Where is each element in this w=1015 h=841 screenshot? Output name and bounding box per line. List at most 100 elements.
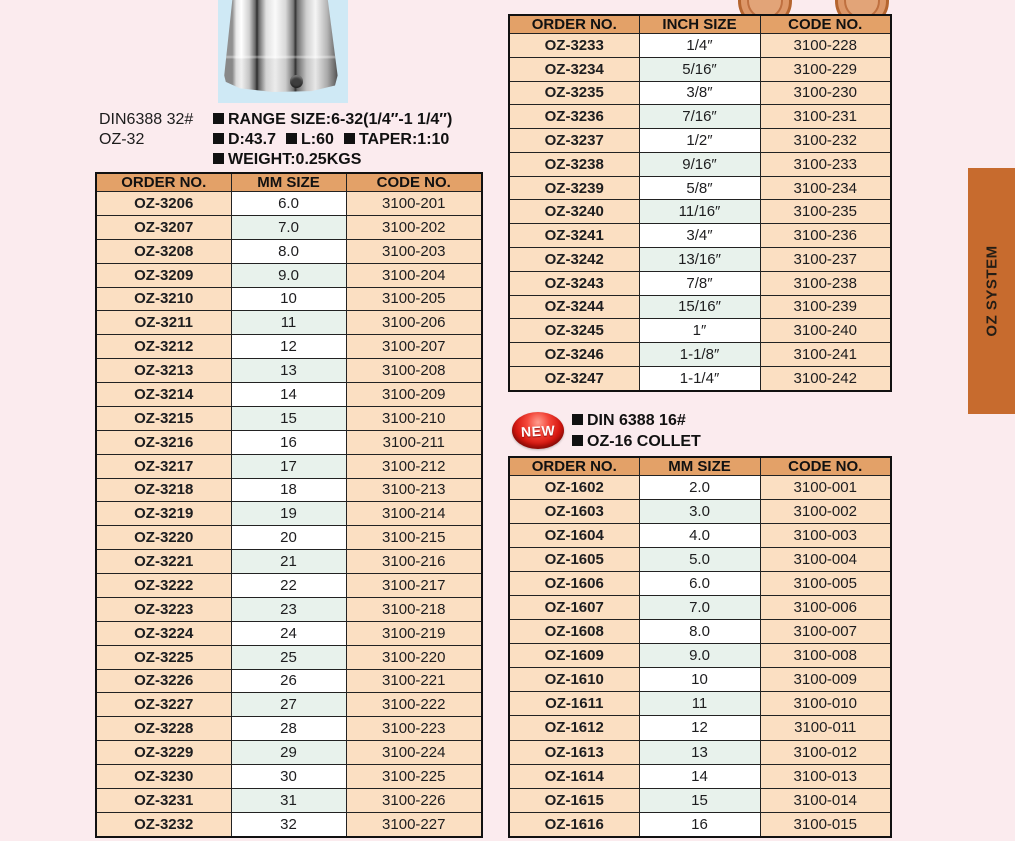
code-no-cell: 3100-007 — [759, 619, 892, 645]
collet-hole-image — [290, 75, 303, 88]
order-no-header: ORDER NO. — [508, 14, 640, 34]
size-cell: 3/8″ — [638, 80, 761, 106]
table-row: OZ-3218 18 3100-213 — [95, 477, 483, 503]
model-number-label: OZ-32 — [99, 131, 145, 148]
table-row: OZ-1608 8.0 3100-007 — [508, 619, 892, 645]
inch-size-header: INCH SIZE — [638, 14, 761, 34]
size-cell: 16 — [230, 429, 347, 455]
size-cell: 12 — [638, 715, 761, 741]
order-no-cell: OZ-3228 — [95, 716, 232, 742]
spec-line: RANGE SIZE:6-32(1/4″-1 1/4″) — [213, 110, 462, 130]
table-row: OZ-3206 6.0 3100-201 — [95, 191, 483, 216]
size-cell: 18 — [230, 477, 347, 503]
order-no-cell: OZ-3218 — [95, 477, 232, 503]
table-row: OZ-3245 1″ 3100-240 — [508, 318, 892, 344]
order-no-cell: OZ-3247 — [508, 365, 640, 392]
order-no-cell: OZ-3221 — [95, 549, 232, 574]
table-row: OZ-3220 20 3100-215 — [95, 525, 483, 551]
size-cell: 7.0 — [230, 214, 347, 240]
size-cell: 7.0 — [638, 595, 761, 621]
code-no-cell: 3100-222 — [345, 692, 483, 718]
table-row: OZ-3217 17 3100-212 — [95, 453, 483, 479]
size-cell: 6.0 — [230, 191, 347, 216]
order-no-cell: OZ-3220 — [95, 525, 232, 551]
size-cell: 15 — [638, 787, 761, 813]
code-no-cell: 3100-013 — [759, 763, 892, 789]
new-badge-label: NEW — [520, 421, 556, 440]
code-no-cell: 3100-008 — [759, 643, 892, 669]
size-cell: 5/16″ — [638, 56, 761, 82]
oz16-standard-line: DIN 6388 16# — [572, 410, 701, 431]
size-cell: 5/8″ — [638, 175, 761, 201]
order-no-cell: OZ-3208 — [95, 238, 232, 264]
size-cell: 4.0 — [638, 523, 761, 549]
code-no-cell: 3100-010 — [759, 691, 892, 717]
order-no-cell: OZ-3214 — [95, 382, 232, 407]
table-row: OZ-3231 31 3100-226 — [95, 787, 483, 813]
spec-item: WEIGHT:0.25KGS — [213, 151, 361, 168]
code-no-cell: 3100-002 — [759, 499, 892, 525]
size-cell: 10 — [638, 667, 761, 693]
order-no-cell: OZ-3226 — [95, 668, 232, 694]
new-badge: NEW — [512, 412, 564, 449]
side-tab-label: OZ SYSTEM — [983, 245, 1000, 337]
size-cell: 28 — [230, 716, 347, 742]
oz16-collet-line: OZ-16 COLLET — [572, 431, 701, 452]
square-bullet-icon — [286, 133, 298, 144]
code-no-cell: 3100-231 — [759, 104, 892, 130]
spec-item: L:60 — [286, 131, 334, 148]
order-no-cell: OZ-3206 — [95, 191, 232, 216]
size-cell: 1-1/4″ — [638, 365, 761, 392]
order-no-cell: OZ-3245 — [508, 318, 640, 344]
oz32-mm-table: ORDER NO. MM SIZE CODE NO. OZ-3206 6.0 310… — [95, 172, 483, 838]
order-no-cell: OZ-3231 — [95, 787, 232, 813]
spec-text: TAPER:1:10 — [358, 131, 450, 148]
table-row: OZ-3227 27 3100-222 — [95, 692, 483, 718]
oz32-inch-table: ORDER NO. INCH SIZE CODE NO. OZ-3233 1/4″… — [508, 14, 892, 392]
table-row: OZ-3244 15/16″ 3100-239 — [508, 294, 892, 320]
table-row: OZ-1612 12 3100-011 — [508, 715, 892, 741]
size-cell: 1/2″ — [638, 128, 761, 153]
table-row: OZ-3211 11 3100-206 — [95, 310, 483, 336]
mm-size-header: MM SIZE — [638, 456, 761, 476]
table-row: OZ-1607 7.0 3100-006 — [508, 595, 892, 621]
code-no-cell: 3100-230 — [759, 80, 892, 106]
size-cell: 30 — [230, 764, 347, 789]
code-no-cell: 3100-012 — [759, 739, 892, 765]
order-no-cell: OZ-3232 — [95, 811, 232, 838]
order-no-cell: OZ-1607 — [508, 595, 640, 621]
code-no-cell: 3100-218 — [345, 596, 483, 622]
spec-item: RANGE SIZE:6-32(1/4″-1 1/4″) — [213, 111, 452, 128]
code-no-cell: 3100-217 — [345, 573, 483, 598]
table-header-row: ORDER NO. INCH SIZE CODE NO. — [508, 14, 892, 34]
size-cell: 11 — [638, 691, 761, 717]
order-no-cell: OZ-3229 — [95, 740, 232, 765]
order-no-cell: OZ-3207 — [95, 214, 232, 240]
table-row: OZ-1614 14 3100-013 — [508, 763, 892, 789]
spec-text: RANGE SIZE:6-32(1/4″-1 1/4″) — [228, 111, 453, 128]
table-header-row: ORDER NO. MM SIZE CODE NO. — [95, 172, 483, 192]
code-no-cell: 3100-220 — [345, 644, 483, 670]
size-cell: 6.0 — [638, 571, 761, 597]
square-bullet-icon — [213, 153, 224, 164]
code-no-cell: 3100-241 — [759, 342, 892, 367]
code-no-cell: 3100-239 — [759, 294, 892, 320]
table-row: OZ-1606 6.0 3100-005 — [508, 571, 892, 597]
code-no-cell: 3100-242 — [759, 365, 892, 392]
code-no-cell: 3100-233 — [759, 151, 892, 177]
order-no-cell: OZ-3209 — [95, 262, 232, 288]
table-row: OZ-3222 22 3100-217 — [95, 573, 483, 598]
size-cell: 9.0 — [230, 262, 347, 288]
table-row: OZ-3210 10 3100-205 — [95, 286, 483, 312]
order-no-cell: OZ-3246 — [508, 342, 640, 367]
oz16-collet-label: OZ-16 COLLET — [587, 433, 701, 450]
table-row: OZ-3219 19 3100-214 — [95, 501, 483, 527]
oz16-mm-table: ORDER NO. MM SIZE CODE NO. OZ-1602 2.0 310… — [508, 456, 892, 838]
table-row: OZ-1610 10 3100-009 — [508, 667, 892, 693]
size-cell: 13 — [638, 739, 761, 765]
code-no-cell: 3100-224 — [345, 740, 483, 765]
size-cell: 23 — [230, 596, 347, 622]
size-cell: 20 — [230, 525, 347, 551]
order-no-cell: OZ-3241 — [508, 223, 640, 249]
size-cell: 2.0 — [638, 474, 761, 501]
